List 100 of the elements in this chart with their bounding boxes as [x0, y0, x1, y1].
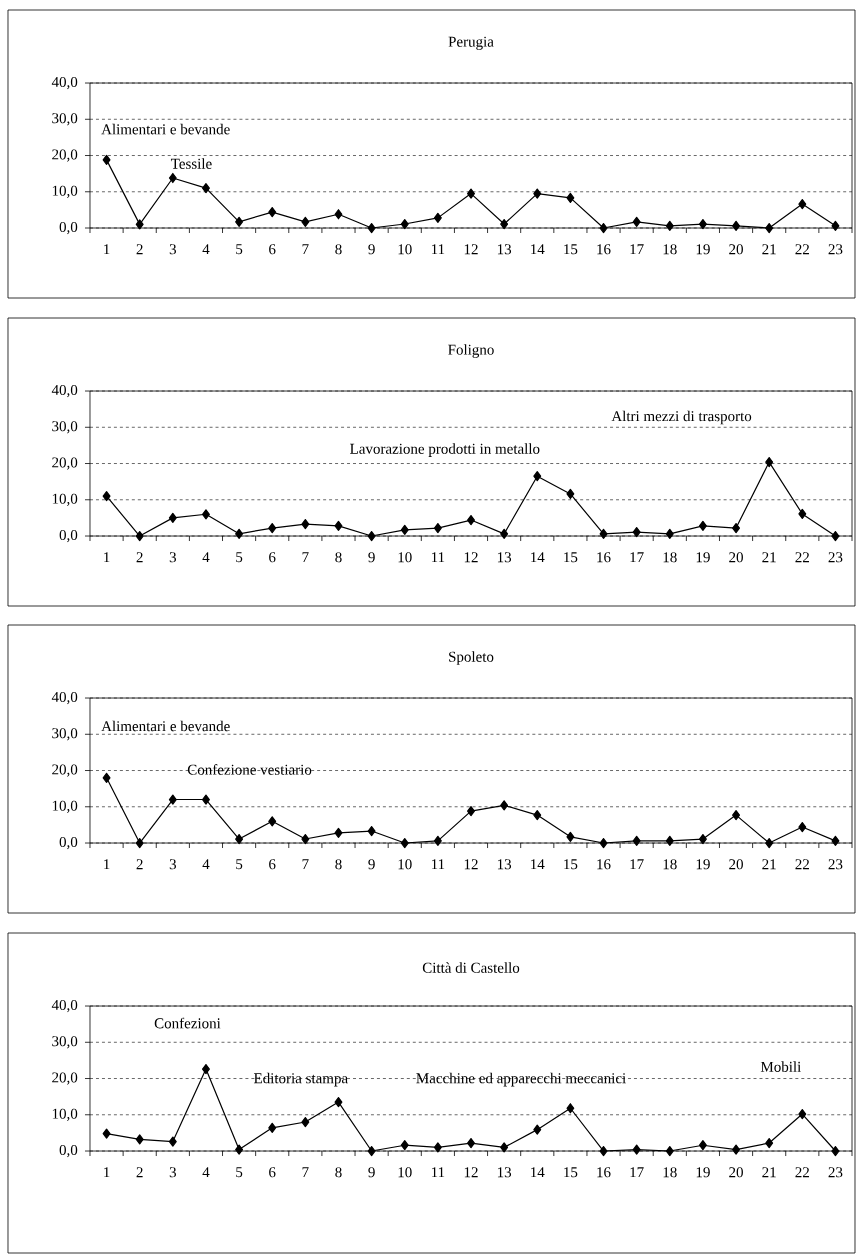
x-tick-label: 10: [398, 859, 412, 870]
y-tick-label: 10,0: [52, 1108, 78, 1121]
x-tick-label: 8: [335, 552, 342, 563]
point: [433, 522, 442, 534]
x-tick-label: 23: [828, 244, 843, 255]
point: [334, 1096, 343, 1108]
x-tick-label: 23: [828, 552, 843, 563]
x-tick-label: 22: [795, 859, 809, 870]
annotation: Mobili: [760, 1061, 801, 1072]
point: [301, 1116, 310, 1128]
point: [135, 1134, 144, 1145]
point: [301, 216, 310, 227]
y-tick-label: 30,0: [52, 421, 78, 434]
point: [632, 835, 641, 846]
x-tick-label: 20: [729, 552, 743, 563]
point: [765, 222, 774, 234]
point: [268, 816, 277, 827]
point: [798, 821, 807, 833]
point: [831, 835, 840, 846]
x-tick-label: 15: [564, 552, 578, 563]
point: [301, 833, 310, 845]
point: [301, 518, 310, 530]
x-tick-label: 9: [368, 244, 375, 255]
point: [201, 509, 210, 520]
point: [599, 1145, 608, 1157]
x-tick-label: 13: [497, 1167, 512, 1178]
x-tick-label: 3: [169, 859, 176, 870]
point: [168, 1136, 177, 1147]
point: [732, 522, 741, 534]
y-tick-label: 20,0: [52, 1072, 78, 1085]
point: [566, 831, 575, 842]
point: [268, 1122, 277, 1133]
point: [268, 522, 277, 534]
annotation: Altri mezzi di trasporto: [611, 410, 752, 425]
x-tick-label: 15: [564, 1167, 578, 1178]
x-tick-label: 18: [663, 552, 677, 563]
x-tick-label: 15: [564, 859, 578, 870]
x-tick-label: 13: [497, 244, 512, 255]
x-tick-label: 2: [136, 859, 143, 870]
chart-title: Foligno: [448, 344, 494, 358]
x-tick-label: 1: [104, 859, 110, 870]
annotation: Alimentari e bevande: [101, 123, 230, 135]
point: [102, 772, 111, 783]
x-tick-label: 7: [302, 859, 309, 870]
point: [235, 216, 244, 227]
y-tick-label: 40,0: [51, 999, 78, 1013]
x-tick-label: 21: [762, 244, 776, 255]
chart-title: Perugia: [448, 36, 494, 50]
x-tick-label: 10: [398, 552, 412, 563]
x-tick-label: 5: [236, 552, 243, 563]
x-tick-label: 2: [136, 552, 143, 563]
chart-title: Città di Castello: [422, 962, 520, 973]
x-tick-label: 2: [136, 244, 143, 255]
x-tick-label: 11: [431, 1167, 445, 1178]
x-tick-label: 15: [564, 244, 578, 255]
x-tick-label: 14: [531, 859, 545, 870]
annotation: Editoria stampa: [253, 1072, 348, 1087]
x-tick-label: 17: [630, 1167, 644, 1178]
x-tick-label: 9: [368, 859, 375, 870]
x-tick-label: 2: [136, 1167, 143, 1178]
point: [135, 530, 144, 542]
x-tick-label: 14: [531, 552, 545, 563]
x-tick-label: 21: [762, 552, 776, 563]
point: [433, 835, 442, 846]
point: [102, 154, 111, 165]
point: [599, 837, 608, 849]
annotation: Alimentari e bevande: [101, 720, 230, 732]
point: [566, 1103, 575, 1114]
point: [698, 833, 707, 845]
chart-title: Spoleto: [449, 651, 494, 665]
x-tick-label: 6: [269, 552, 276, 563]
x-tick-label: 7: [302, 552, 309, 563]
point: [599, 222, 608, 234]
point: [168, 794, 177, 805]
y-tick-label: 20,0: [52, 764, 78, 777]
x-tick-label: 20: [729, 244, 743, 255]
x-tick-label: 1: [104, 1167, 110, 1178]
point: [632, 216, 641, 227]
point: [732, 220, 741, 231]
point: [500, 528, 509, 539]
x-tick-label: 9: [368, 552, 375, 563]
point: [201, 794, 210, 805]
point: [433, 1142, 442, 1153]
x-tick-label: 19: [696, 1167, 710, 1178]
x-tick-label: 12: [464, 552, 478, 563]
x-tick-label: 12: [464, 859, 478, 870]
x-tick-label: 17: [630, 859, 644, 870]
x-tick-label: 4: [202, 859, 210, 870]
x-tick-label: 19: [696, 244, 710, 255]
point: [665, 220, 674, 231]
x-tick-label: 4: [202, 1167, 210, 1178]
point: [566, 192, 575, 204]
y-tick-label: 40,0: [51, 384, 78, 398]
x-tick-label: 4: [202, 552, 210, 563]
point: [798, 508, 807, 519]
x-tick-label: 11: [431, 552, 445, 563]
x-tick-label: 22: [795, 552, 809, 563]
y-tick-label: 10,0: [52, 493, 78, 506]
x-tick-label: 5: [236, 1167, 243, 1178]
x-tick-label: 21: [762, 859, 776, 870]
